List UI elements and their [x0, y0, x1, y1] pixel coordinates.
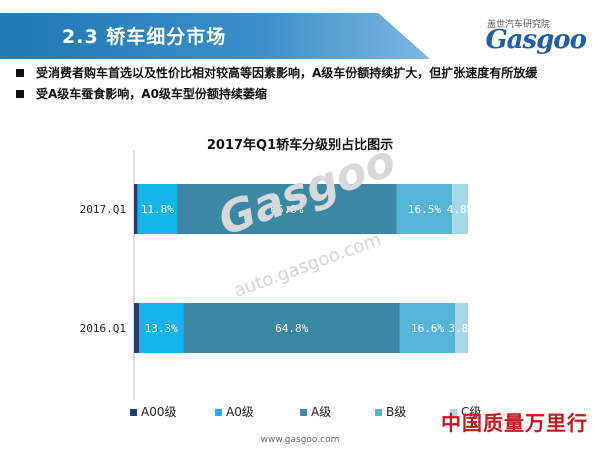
- logo-wordmark: Gasgoo: [485, 25, 587, 55]
- bullet-list: 受消费者购车首选以及性价比相对较高等因素影响，A级车份额持续扩大，但扩张速度有所…: [14, 64, 590, 104]
- bullet-item: 受消费者购车首选以及性价比相对较高等因素影响，A级车份额持续扩大，但扩张速度有所…: [14, 64, 590, 83]
- slogan-logo: 中国质量万里行: [441, 411, 588, 435]
- logo-subtitle: 盖世汽车研究院: [486, 20, 550, 30]
- data-label: 64.8%: [275, 322, 308, 335]
- section-banner: 2.3 轿车细分市场: [0, 13, 430, 59]
- legend-label: B级: [386, 405, 407, 419]
- section-title: 2.3 轿车细分市场: [62, 26, 227, 48]
- legend-item: B级: [375, 403, 406, 420]
- data-label: 16.6%: [411, 322, 444, 335]
- slide-header: 2.3 轿车细分市场 盖世汽车研究院 Gasgoo: [0, 13, 600, 59]
- legend-item: A0级: [215, 403, 254, 420]
- legend-swatch: [375, 409, 382, 416]
- data-label: 65.8%: [270, 203, 303, 216]
- bullet-text: 受消费者购车首选以及性价比相对较高等因素影响，A级车份额持续扩大，但扩张速度有所…: [36, 66, 538, 80]
- bar-segment: [183, 303, 400, 353]
- legend-swatch: [300, 409, 307, 416]
- legend-item: C级: [450, 403, 481, 420]
- data-label: 3.8%: [448, 322, 475, 335]
- legend-item: A级: [300, 403, 331, 420]
- bar-segment: [134, 303, 140, 353]
- category-tick-label: 2017.Q1: [80, 203, 126, 216]
- chart-title: 2017年Q1轿车分级别占比图示: [206, 138, 394, 153]
- legend-label: A0级: [226, 405, 254, 419]
- bar-segment: [139, 303, 184, 353]
- legend-label: A00级: [141, 405, 177, 419]
- data-label: 13.3%: [145, 322, 178, 335]
- bar-segment: [396, 184, 452, 234]
- data-label: 4.8%: [447, 203, 474, 216]
- stacked-bar-chart: 2017.Q1 11.8% 65.8% 16.5% 4.8% 2016.Q1 13.3% 64…: [80, 150, 475, 400]
- legend-swatch: [215, 409, 222, 416]
- bar-segment: [177, 184, 397, 234]
- bar-segment: [451, 184, 468, 234]
- legend-swatch: [450, 409, 457, 416]
- square-bullet-icon: [16, 90, 24, 98]
- bullet-text: 受A级车蚕食影响，A0级车型份额持续萎缩: [36, 87, 267, 101]
- bullet-item: 受A级车蚕食影响，A0级车型份额持续萎缩: [14, 85, 590, 104]
- legend-label: C级: [461, 405, 482, 419]
- bar-segment: [134, 184, 138, 234]
- legend-item: A00级: [130, 403, 176, 420]
- square-bullet-icon: [16, 69, 24, 77]
- bar-segment: [137, 184, 178, 234]
- footer-url: www.gasgoo.com: [260, 435, 340, 445]
- legend-label: A级: [311, 405, 332, 419]
- data-label: 16.5%: [408, 203, 441, 216]
- bar-segment: [455, 303, 468, 353]
- bar-segment: [399, 303, 456, 353]
- data-label: 11.8%: [141, 203, 174, 216]
- legend-swatch: [130, 409, 137, 416]
- gasgoo-logo: 盖世汽车研究院 Gasgoo: [436, 13, 587, 59]
- category-tick-label: 2016.Q1: [80, 322, 126, 335]
